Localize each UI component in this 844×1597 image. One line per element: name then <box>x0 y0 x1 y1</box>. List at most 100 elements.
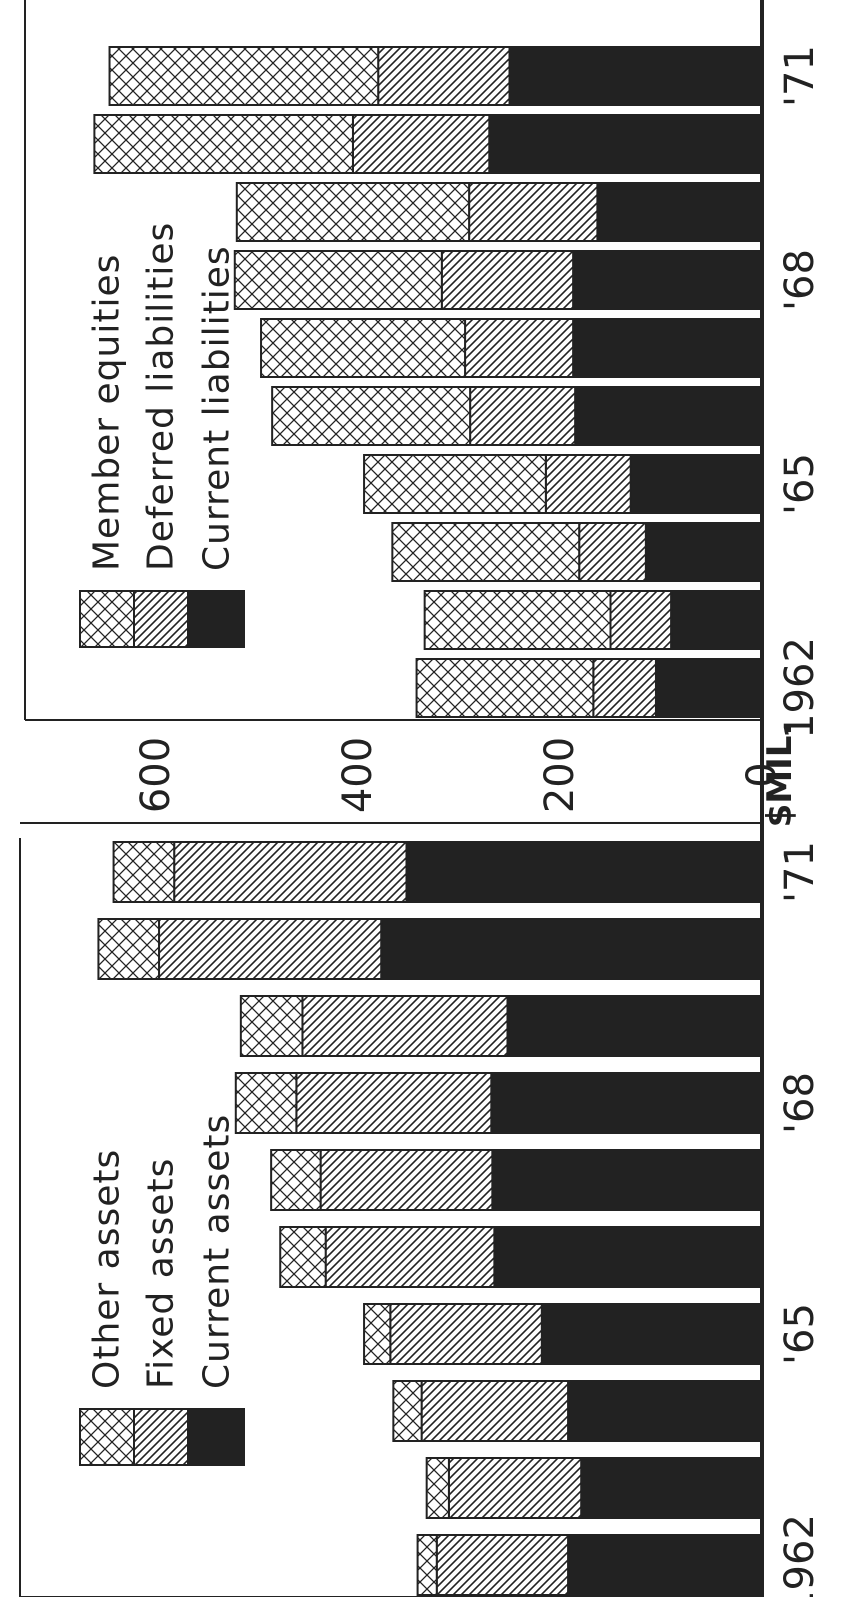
bar-liabilities-member-equities-1966 <box>271 386 472 446</box>
bar-liabilities-member-equities-1968 <box>233 250 443 310</box>
legend-swatch-fixed-assets <box>133 1408 189 1466</box>
bar-assets-current-assets-1968 <box>490 1072 763 1134</box>
bar-liabilities-member-equities-1963 <box>423 590 612 650</box>
bar-liabilities-current-liabilities-1966 <box>574 386 764 446</box>
year-tick-label-assets-1962: 1962 <box>777 1514 823 1597</box>
value-tick-group-200: 200 <box>537 737 583 813</box>
bar-assets-current-assets-1964 <box>567 1380 764 1442</box>
bar-assets-fixed-assets-1965 <box>389 1303 543 1365</box>
bar-assets-fixed-assets-1964 <box>420 1380 570 1442</box>
bar-liabilities-deferred-liabilities-1971 <box>377 46 511 106</box>
year-tick-label-assets-71: '71 <box>777 841 823 903</box>
bar-assets-current-assets-1965 <box>540 1303 763 1365</box>
liabilities-bars <box>93 46 764 718</box>
liabilities-legend: Member equities Deferred liabilities Curre… <box>79 222 245 648</box>
year-tick-label-assets-68: '68 <box>777 1072 823 1134</box>
bar-liabilities-member-equities-1971 <box>108 46 380 106</box>
year-tick-group-liabilities-6: '68 <box>777 249 823 311</box>
bar-assets-current-assets-1969 <box>506 995 764 1057</box>
legend-swatch-current-assets <box>189 1408 245 1466</box>
bar-liabilities-current-liabilities-1967 <box>572 318 763 378</box>
bar-assets-current-assets-1962 <box>567 1534 764 1596</box>
bar-assets-fixed-assets-1968 <box>295 1072 493 1134</box>
bar-liabilities-current-liabilities-1963 <box>670 590 763 650</box>
bar-liabilities-current-liabilities-1968 <box>572 250 763 310</box>
bar-liabilities-deferred-liabilities-1970 <box>351 114 491 174</box>
value-tick-label-600: 600 <box>133 737 179 813</box>
bar-liabilities-current-liabilities-1965 <box>629 454 764 514</box>
bar-liabilities-deferred-liabilities-1969 <box>468 182 599 242</box>
bar-liabilities-current-liabilities-1969 <box>596 182 763 242</box>
bar-liabilities-current-liabilities-1971 <box>508 46 763 106</box>
bar-assets-other-assets-1970 <box>97 918 161 980</box>
legend-label-current-assets: Current assets <box>197 1114 238 1389</box>
bar-assets-other-assets-1966 <box>279 1226 327 1288</box>
bar-liabilities-current-liabilities-1970 <box>488 114 763 174</box>
year-tick-group-assets-9: '71 <box>777 841 823 903</box>
value-tick-label-0: 0 <box>739 762 785 787</box>
bar-assets-other-assets-1964 <box>392 1380 423 1442</box>
bar-liabilities-current-liabilities-1964 <box>644 522 763 582</box>
bar-assets-other-assets-1962 <box>416 1534 438 1596</box>
year-tick-group-assets-6: '68 <box>777 1072 823 1134</box>
bar-liabilities-member-equities-1970 <box>93 114 354 174</box>
legend-entry-member-equities: Member equities <box>87 254 128 571</box>
assets-legend: Other assets Fixed assets Current assets <box>79 1114 245 1466</box>
bar-liabilities-member-equities-1967 <box>260 318 467 378</box>
bar-liabilities-deferred-liabilities-1963 <box>609 590 673 650</box>
year-tick-group-liabilities-9: '71 <box>777 45 823 107</box>
bar-assets-other-assets-1967 <box>270 1149 322 1211</box>
value-tick-label-200: 200 <box>537 737 583 813</box>
bar-assets-fixed-assets-1963 <box>447 1457 583 1519</box>
legend-label-fixed-assets: Fixed assets <box>141 1158 182 1389</box>
assets-bars <box>97 841 764 1596</box>
legend-label-other-assets: Other assets <box>87 1149 128 1389</box>
bar-liabilities-member-equities-1965 <box>363 454 547 514</box>
unit-label: $MIL. <box>760 723 800 828</box>
year-tick-group-liabilities-3: '65 <box>777 453 823 515</box>
bar-liabilities-deferred-liabilities-1965 <box>544 454 632 514</box>
bar-liabilities-deferred-liabilities-1967 <box>464 318 575 378</box>
bar-assets-other-assets-1963 <box>425 1457 450 1519</box>
legend-label-deferred-liabilities: Deferred liabilities <box>141 222 182 571</box>
bar-liabilities-current-liabilities-1962 <box>654 658 764 718</box>
bar-liabilities-deferred-liabilities-1966 <box>469 386 577 446</box>
legend-label-member-equities: Member equities <box>87 254 128 571</box>
legend-entry-current-assets: Current assets <box>197 1114 238 1389</box>
year-tick-group-assets-0: 1962 <box>777 1514 823 1597</box>
legend-entry-current-liabilities: Current liabilities <box>197 245 238 571</box>
legend-entry-deferred-liabilities: Deferred liabilities <box>141 222 182 571</box>
bar-assets-fixed-assets-1962 <box>435 1534 570 1596</box>
bar-assets-other-assets-1971 <box>112 841 176 903</box>
bar-liabilities-member-equities-1964 <box>391 522 581 582</box>
bar-assets-fixed-assets-1971 <box>173 841 408 903</box>
legend-entry-other-assets: Other assets <box>87 1149 128 1389</box>
year-axis: 1962 '65 '68 '71 1962 '65 '68 '71 <box>777 45 823 1597</box>
year-tick-label-liabilities-71: '71 <box>777 45 823 107</box>
value-tick-group-400: 400 <box>335 737 381 813</box>
unit-label-group: $MIL. <box>760 723 800 828</box>
bar-assets-current-assets-1970 <box>380 918 763 980</box>
year-tick-label-liabilities-65: '65 <box>777 453 823 515</box>
legend-swatch-current-liabilities <box>189 590 245 648</box>
bar-assets-current-assets-1966 <box>493 1226 763 1288</box>
legend-swatch-other-assets <box>79 1408 135 1466</box>
year-tick-label-liabilities-1962: 1962 <box>777 637 823 739</box>
year-tick-label-liabilities-68: '68 <box>777 249 823 311</box>
bar-assets-other-assets-1965 <box>363 1303 392 1365</box>
legend-entry-fixed-assets: Fixed assets <box>141 1158 182 1389</box>
value-tick-label-400: 400 <box>335 737 381 813</box>
bar-assets-fixed-assets-1966 <box>324 1226 496 1288</box>
year-tick-group-assets-3: '65 <box>777 1303 823 1365</box>
legend-swatch-deferred-liabilities <box>133 590 189 648</box>
bar-liabilities-deferred-liabilities-1968 <box>440 250 575 310</box>
bar-assets-fixed-assets-1969 <box>301 995 509 1057</box>
bar-assets-fixed-assets-1967 <box>319 1149 494 1211</box>
value-tick-group-600: 600 <box>133 737 179 813</box>
bar-liabilities-member-equities-1962 <box>415 658 595 718</box>
bar-assets-other-assets-1969 <box>239 995 304 1057</box>
bar-liabilities-member-equities-1969 <box>235 182 471 242</box>
legend-label-current-liabilities: Current liabilities <box>197 245 238 571</box>
